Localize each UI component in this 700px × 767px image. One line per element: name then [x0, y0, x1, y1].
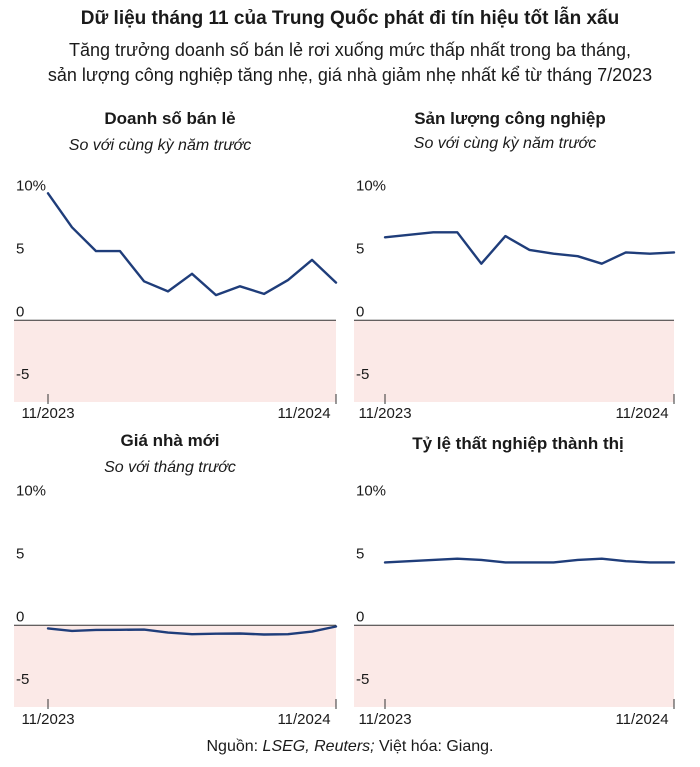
source-names: LSEG, Reuters; — [262, 738, 375, 755]
y-tick-label: 10% — [16, 483, 46, 500]
chart-title: Doanh số bán lẻ — [104, 109, 235, 128]
negative-zone — [14, 320, 336, 402]
page-subtitle: Tăng trưởng doanh số bán lẻ rơi xuống mứ… — [0, 38, 700, 88]
series-line — [46, 625, 338, 636]
y-tick-label: 5 — [356, 545, 364, 562]
chart-panel-4: Tỷ lệ thất nghiệp thành thị 10% 5 0 -5 11/202… — [354, 434, 676, 728]
y-tick-label: -5 — [356, 671, 369, 688]
chart-subtitle: So với cùng kỳ năm trước — [414, 135, 596, 152]
y-tick-label: -5 — [16, 366, 29, 383]
y-tick-label: 0 — [16, 303, 24, 320]
chart-panel-2: Sản lượng công nghiệp So với cùng kỳ năm … — [354, 109, 676, 422]
x-tick-label-start: 11/2023 — [358, 405, 411, 422]
series-line — [383, 231, 676, 265]
y-tick-label: 10% — [356, 178, 386, 195]
negative-zone — [354, 625, 674, 707]
y-tick-label: 5 — [16, 545, 24, 562]
chart-subtitle: So với cùng kỳ năm trước — [69, 137, 251, 154]
source-prefix: Nguồn: — [206, 738, 263, 755]
x-tick-label-end: 11/2024 — [615, 405, 668, 422]
source-suffix: Việt hóa: Giang. — [374, 738, 494, 755]
x-tick-label-start: 11/2023 — [358, 711, 411, 728]
chart-subtitle: So với tháng trước — [104, 459, 236, 476]
y-tick-label: 10% — [356, 483, 386, 500]
page-title: Dữ liệu tháng 11 của Trung Quốc phát đi … — [80, 8, 620, 29]
y-tick-label: 0 — [16, 608, 24, 625]
y-tick-label: 5 — [356, 240, 364, 257]
series-line — [383, 557, 676, 564]
y-tick-label: 10% — [16, 178, 46, 195]
y-tick-label: 5 — [16, 240, 24, 257]
y-tick-label: 0 — [356, 608, 364, 625]
x-tick-label-start: 11/2023 — [21, 711, 74, 728]
chart-title: Giá nhà mới — [121, 431, 220, 450]
negative-zone — [14, 625, 336, 707]
x-tick-label-start: 11/2023 — [21, 405, 74, 422]
y-tick-label: -5 — [16, 671, 29, 688]
x-tick-label-end: 11/2024 — [277, 711, 330, 728]
y-tick-label: 0 — [356, 303, 364, 320]
chart-panel-3: Giá nhà mới So với tháng trước 10% 5 0 -5 11/2… — [14, 431, 338, 728]
y-tick-label: -5 — [356, 366, 369, 383]
chart-panel-1: Doanh số bán lẻ So với cùng kỳ năm trước 1… — [14, 109, 338, 422]
source-note: Nguồn: LSEG, Reuters; Việt hóa: Giang. — [0, 738, 700, 756]
x-tick-label-end: 11/2024 — [615, 711, 668, 728]
series-line — [46, 192, 338, 297]
subtitle-line-1: Tăng trưởng doanh số bán lẻ rơi xuống mứ… — [68, 40, 632, 60]
negative-zone — [354, 320, 674, 402]
chart-title: Tỷ lệ thất nghiệp thành thị — [412, 434, 624, 453]
subtitle-line-2: sản lượng công nghiệp tăng nhẹ, giá nhà … — [47, 65, 653, 85]
chart-title: Sản lượng công nghiệp — [414, 109, 606, 128]
x-tick-label-end: 11/2024 — [277, 405, 330, 422]
